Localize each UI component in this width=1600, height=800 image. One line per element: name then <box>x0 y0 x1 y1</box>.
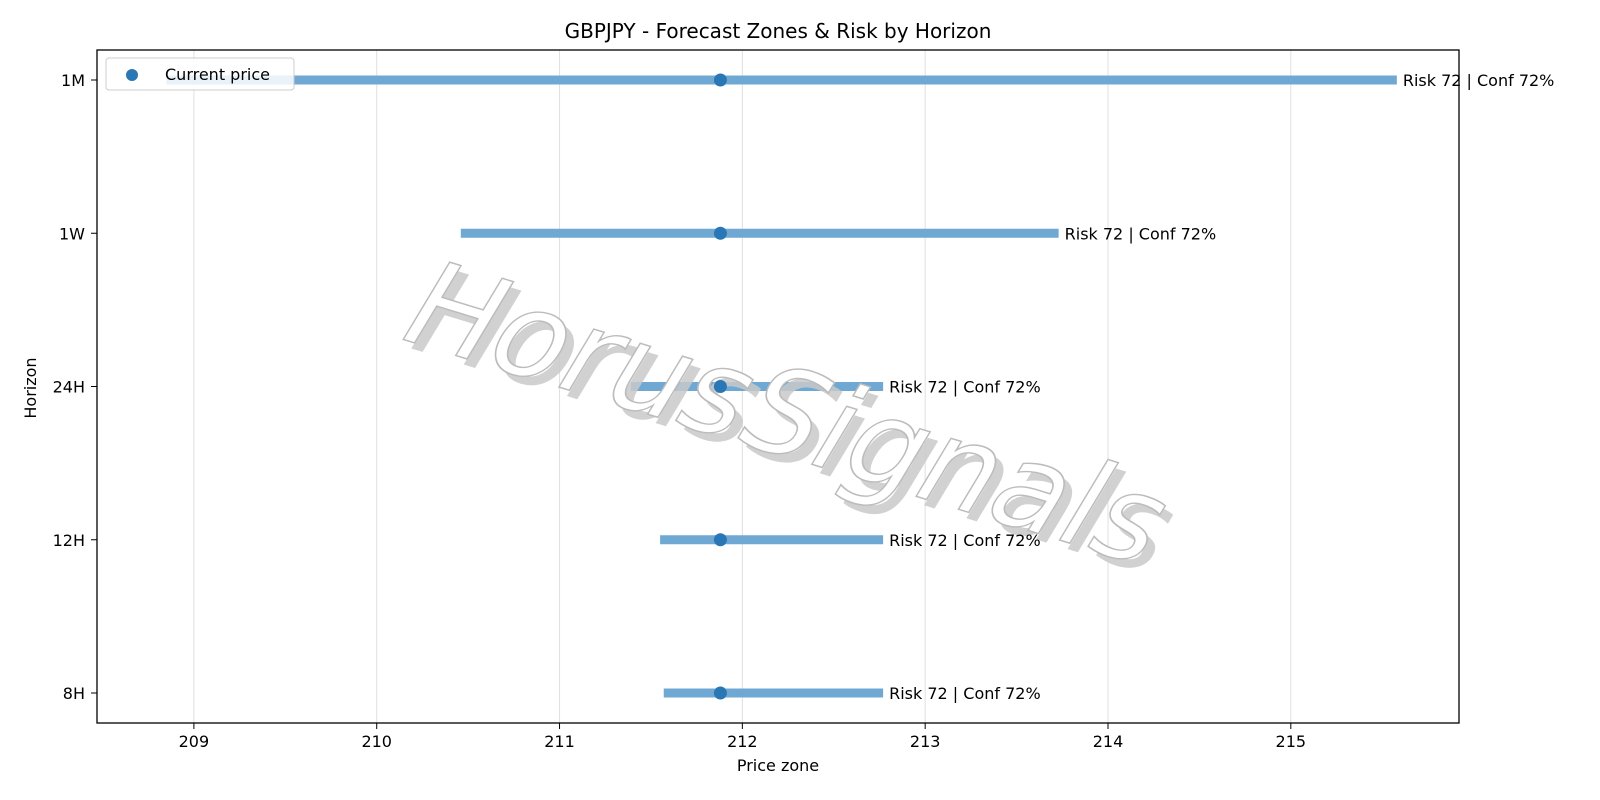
range-label: Risk 72 | Conf 72% <box>889 378 1041 397</box>
x-tick-label: 214 <box>1093 732 1124 751</box>
x-tick-label: 212 <box>727 732 758 751</box>
labels-layer: Risk 72 | Conf 72% Risk 72 | Conf 72% Risk… <box>889 71 1554 703</box>
legend-marker <box>126 69 138 81</box>
x-tick-label: 211 <box>544 732 575 751</box>
legend-box <box>105 57 295 91</box>
y-tick-label: 12H <box>53 531 85 550</box>
y-tick-label: 1W <box>59 224 85 243</box>
x-tick-label: 209 <box>179 732 210 751</box>
legend: Current price <box>105 57 295 91</box>
range-label: Risk 72 | Conf 72% <box>889 531 1041 550</box>
range-label: Risk 72 | Conf 72% <box>1403 71 1555 90</box>
x-tick-label: 215 <box>1276 732 1307 751</box>
x-axis-label: Price zone <box>737 756 819 775</box>
current-price-point <box>713 380 727 393</box>
range-label: Risk 72 | Conf 72% <box>1065 224 1217 243</box>
bars-layer <box>166 75 1397 698</box>
current-price-point <box>713 73 727 87</box>
grid-layer <box>193 50 1292 723</box>
legend-label: Current price <box>165 65 270 84</box>
points-layer <box>713 73 727 700</box>
range-label: Risk 72 | Conf 72% <box>889 684 1041 703</box>
y-tick-label: 24H <box>53 378 85 397</box>
ticks-layer: 209 210 211 212 213 214 215 1M 1W 24H 12H 8H <box>53 71 1306 751</box>
current-price-point <box>713 686 727 700</box>
x-tick-label: 213 <box>910 732 941 751</box>
chart-title: GBPJPY - Forecast Zones & Risk by Horizo… <box>565 19 992 43</box>
x-tick-label: 210 <box>361 732 392 751</box>
current-price-point <box>713 226 727 240</box>
y-axis-label: Horizon <box>21 357 40 418</box>
y-tick-label: 8H <box>63 684 85 703</box>
current-price-point <box>713 533 727 547</box>
y-tick-label: 1M <box>61 71 85 90</box>
